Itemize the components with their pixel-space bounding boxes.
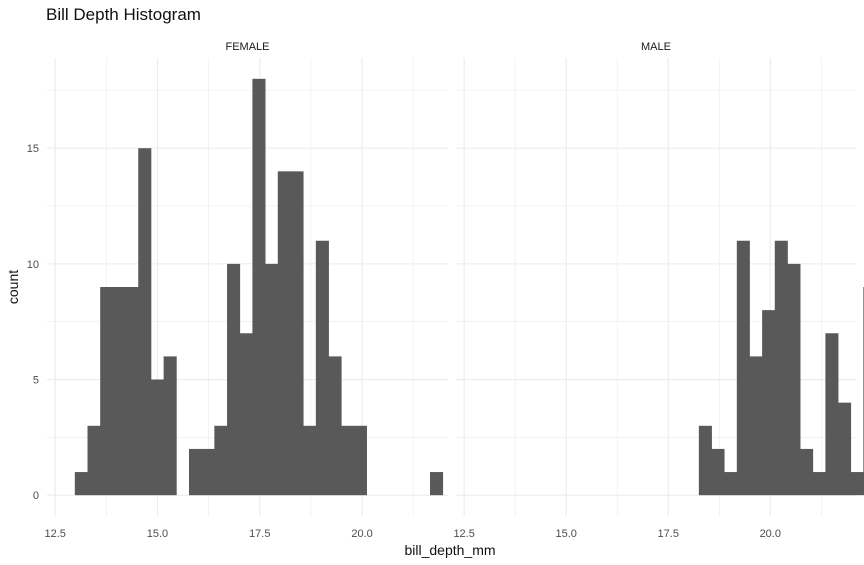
histogram-bar <box>290 171 304 496</box>
histogram-bar <box>328 356 342 496</box>
histogram-bar <box>252 78 266 496</box>
histogram-bar <box>774 240 788 496</box>
histogram-bar <box>429 472 444 496</box>
bar-layer <box>74 78 864 496</box>
x-tick-label: 12.5 <box>453 528 474 540</box>
histogram-bar <box>787 263 801 496</box>
histogram-bar <box>724 472 738 496</box>
label-layer: FEMALE 12.5 15.0 17.5 20.0 MALE 12.5 15.0 17.5 20… <box>27 41 781 540</box>
histogram-bar <box>150 379 165 496</box>
histogram-bar <box>227 263 241 496</box>
x-tick-label: 15.0 <box>555 528 576 540</box>
y-axis-title: count <box>5 270 21 304</box>
histogram-bar <box>838 402 852 496</box>
histogram-bar <box>749 356 763 496</box>
histogram-bar <box>277 171 291 496</box>
x-tick-label: 20.0 <box>351 528 372 540</box>
histogram-bar <box>74 472 88 496</box>
histogram-bar <box>812 472 826 496</box>
histogram-bar <box>315 240 329 496</box>
facet-label: MALE <box>641 41 671 53</box>
x-tick-label: 17.5 <box>249 528 270 540</box>
histogram-bar <box>736 240 750 496</box>
y-tick-label: 10 <box>27 259 39 271</box>
x-tick-label: 20.0 <box>760 528 781 540</box>
histogram-bar <box>762 310 776 496</box>
facet-label: FEMALE <box>225 41 269 53</box>
x-tick-label: 12.5 <box>44 528 65 540</box>
y-tick-label: 15 <box>27 143 39 155</box>
histogram-bar <box>112 287 126 496</box>
y-tick-label: 0 <box>33 490 39 502</box>
histogram-bar <box>138 148 152 496</box>
x-tick-label: 15.0 <box>147 528 168 540</box>
histogram-bar <box>711 448 725 496</box>
histogram-bar <box>341 425 355 496</box>
histogram-bar <box>265 263 279 496</box>
histogram-bar <box>188 448 203 496</box>
histogram-bar <box>100 287 114 496</box>
histogram-bar <box>825 333 839 496</box>
histogram-bar <box>698 425 712 496</box>
histogram-bar <box>850 472 864 496</box>
histogram-bar <box>353 425 367 496</box>
histogram-bar <box>214 425 228 496</box>
histogram-bar <box>303 425 317 496</box>
histogram-bar <box>125 287 139 496</box>
histogram-bar <box>800 448 814 496</box>
chart-title: Bill Depth Histogram <box>46 5 201 24</box>
x-tick-label: 17.5 <box>658 528 679 540</box>
histogram-bar <box>163 356 177 496</box>
histogram-bar <box>201 448 215 496</box>
x-axis-title: bill_depth_mm <box>404 542 495 558</box>
histogram-bar <box>239 333 253 496</box>
y-tick-label: 5 <box>33 375 39 387</box>
histogram-bar <box>87 425 101 496</box>
